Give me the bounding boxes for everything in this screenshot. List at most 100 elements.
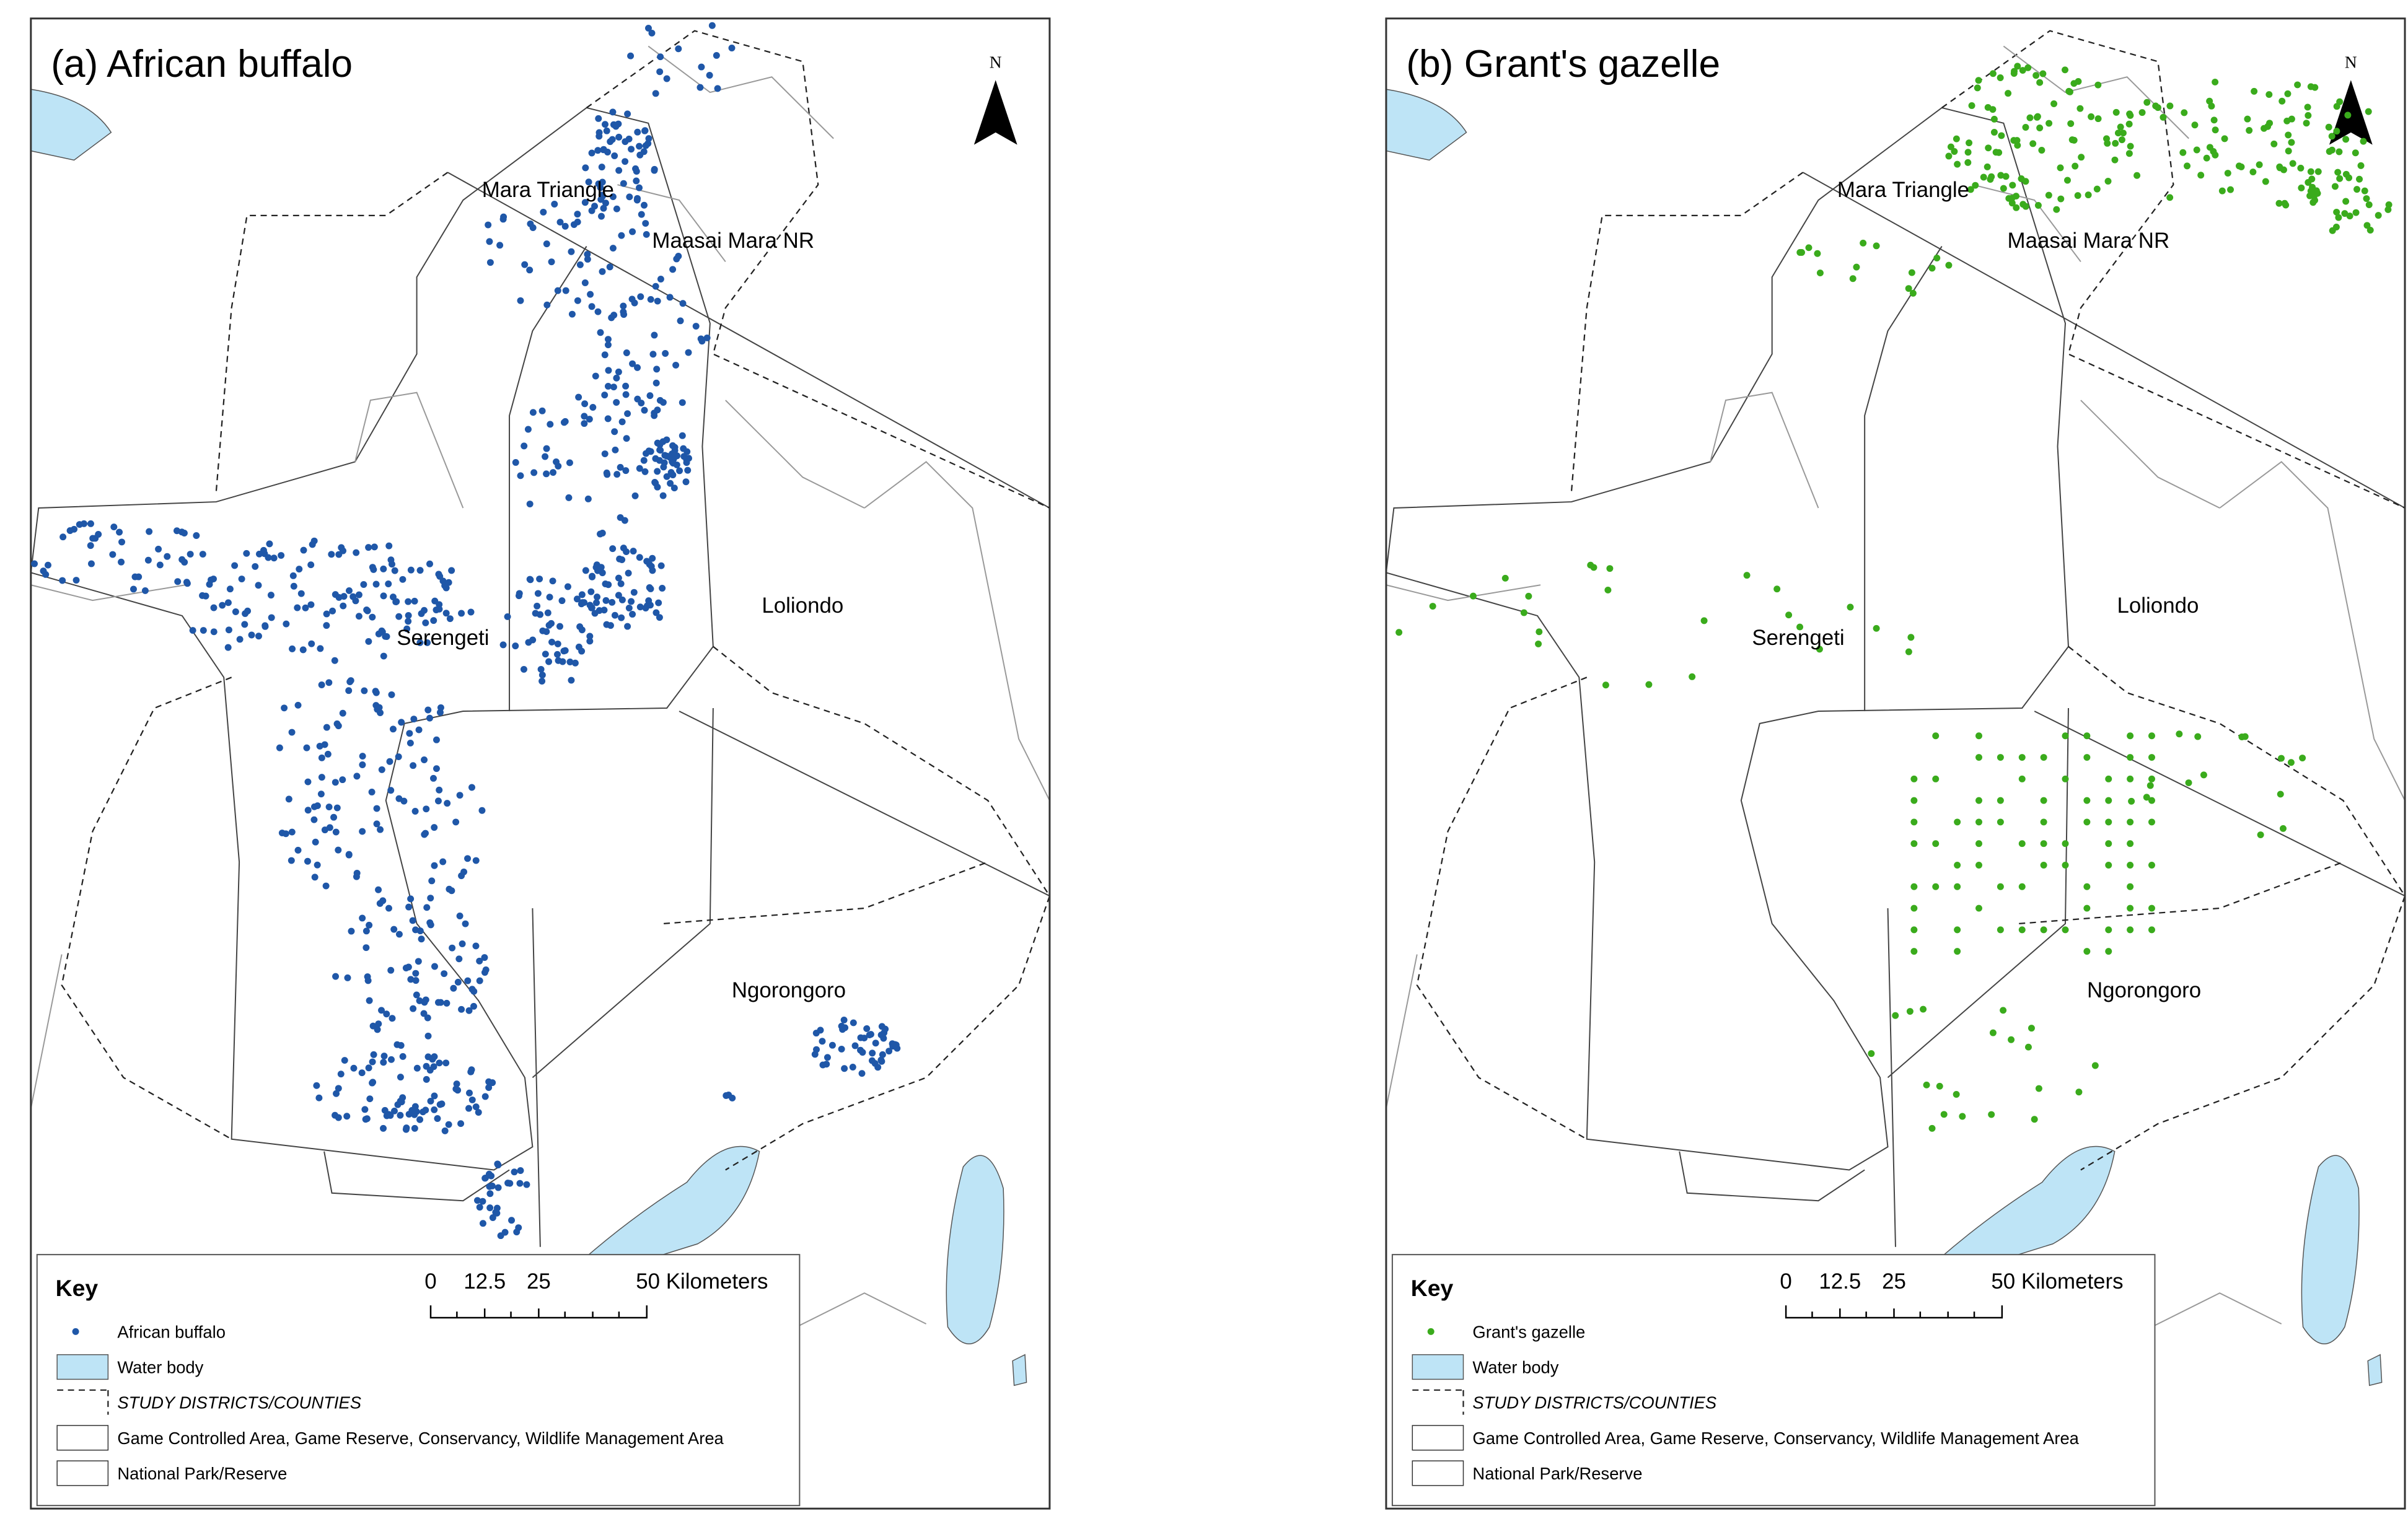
occurrence-dot [390, 1107, 398, 1115]
occurrence-dot [328, 551, 335, 558]
occurrence-dot [378, 1007, 385, 1014]
occurrence-dot [594, 308, 602, 315]
occurrence-dot [2127, 862, 2134, 869]
place-label: Maasai Mara NR [2008, 229, 2170, 253]
occurrence-dot [377, 826, 384, 833]
occurrence-dot [2031, 1116, 2038, 1123]
occurrence-dot [210, 576, 217, 583]
occurrence-dot [472, 942, 480, 950]
occurrence-dot [360, 581, 367, 588]
occurrence-dot [2105, 840, 2112, 847]
occurrence-dot [684, 466, 692, 474]
occurrence-dot [479, 1198, 486, 1205]
occurrence-dot [118, 538, 126, 546]
occurrence-dot [422, 996, 429, 1004]
occurrence-dot [1954, 862, 1961, 869]
occurrence-dot [575, 643, 582, 650]
occurrence-dot [180, 530, 188, 536]
occurrence-dot [2076, 105, 2084, 112]
occurrence-dot [413, 1064, 421, 1072]
occurrence-dot [2365, 108, 2372, 115]
occurrence-dot [517, 297, 524, 304]
occurrence-dot [568, 310, 576, 318]
occurrence-dot [290, 582, 297, 590]
occurrence-dot [2326, 148, 2333, 155]
occurrence-dot [455, 955, 463, 963]
occurrence-dot [568, 677, 575, 684]
occurrence-dot [366, 997, 373, 1004]
occurrence-dot [1975, 904, 1982, 912]
occurrence-dot [436, 1059, 443, 1067]
occurrence-dot [431, 1092, 438, 1100]
occurrence-dot [594, 593, 601, 601]
occurrence-dot [434, 797, 442, 805]
occurrence-dot [2105, 862, 2112, 869]
occurrence-dot [2119, 129, 2127, 137]
occurrence-dot [410, 762, 417, 769]
occurrence-dot [2278, 755, 2285, 762]
occurrence-dot [2212, 78, 2219, 85]
occurrence-dot [661, 452, 669, 459]
occurrence-dot [1997, 74, 2004, 81]
occurrence-dot [611, 428, 618, 436]
occurrence-dot [604, 336, 612, 343]
occurrence-dot [2166, 102, 2174, 110]
occurrence-dot [613, 374, 620, 382]
occurrence-dot [2009, 182, 2016, 189]
occurrence-dot [823, 1061, 830, 1068]
occurrence-dot [713, 51, 720, 59]
occurrence-dot [526, 576, 534, 583]
place-label: Mara Triangle [482, 178, 614, 202]
occurrence-dot [657, 447, 664, 454]
occurrence-dot [457, 1120, 465, 1128]
occurrence-dot [458, 1005, 465, 1013]
occurrence-dot [423, 805, 430, 813]
occurrence-dot [1905, 648, 1912, 655]
occurrence-dot [1700, 617, 1708, 624]
occurrence-dot [318, 774, 325, 781]
occurrence-dot [2105, 818, 2112, 826]
occurrence-dot [885, 1048, 893, 1055]
occurrence-dot [1814, 250, 1821, 257]
occurrence-dot [685, 349, 692, 356]
occurrence-dot [636, 603, 644, 611]
occurrence-dot [2148, 904, 2155, 912]
occurrence-dot [1606, 565, 1614, 572]
occurrence-dot [476, 957, 483, 965]
occurrence-dot [468, 784, 475, 791]
occurrence-dot [364, 973, 371, 981]
place-label: Maasai Mara NR [652, 229, 814, 253]
occurrence-dot [631, 492, 639, 499]
occurrence-dot [494, 1162, 502, 1168]
occurrence-dot [617, 514, 624, 521]
occurrence-dot [560, 647, 568, 655]
occurrence-dot [379, 897, 387, 904]
occurrence-dot [2262, 178, 2269, 185]
occurrence-dot [625, 135, 633, 142]
occurrence-dot [318, 681, 325, 688]
occurrence-dot [155, 545, 162, 553]
occurrence-dot [2036, 79, 2044, 86]
occurrence-dot [513, 1228, 521, 1236]
occurrence-dot [278, 552, 285, 559]
occurrence-dot [2275, 199, 2283, 207]
occurrence-dot [413, 991, 420, 999]
occurrence-dot [485, 221, 492, 229]
occurrence-dot [353, 869, 361, 877]
occurrence-dot [604, 415, 612, 423]
occurrence-dot [2112, 108, 2120, 116]
occurrence-dot [2265, 91, 2273, 99]
occurrence-dot [589, 404, 597, 411]
occurrence-dot [728, 45, 736, 51]
occurrence-dot [2363, 222, 2371, 229]
occurrence-dot [604, 382, 612, 390]
occurrence-dot [2018, 754, 2026, 761]
occurrence-dot [2024, 1043, 2032, 1051]
occurrence-dot [659, 492, 667, 499]
occurrence-dot [2010, 70, 2018, 77]
occurrence-dot [597, 530, 604, 538]
occurrence-dot [1997, 926, 2004, 934]
occurrence-dot [2063, 177, 2071, 184]
occurrence-dot [2346, 212, 2353, 220]
occurrence-dot [613, 399, 620, 406]
